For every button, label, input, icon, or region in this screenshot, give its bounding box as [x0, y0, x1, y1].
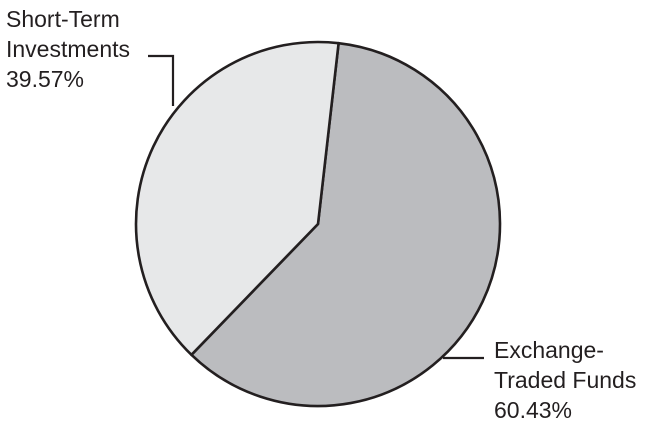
pie-slice-sti [134, 40, 340, 357]
label-short-term-investments-value: 39.57% [6, 66, 84, 92]
label-short-term-investments-line-1: Short-Term [6, 6, 120, 32]
label-exchange-traded-funds: Exchange- Traded Funds 60.43% [494, 337, 643, 423]
label-exchange-traded-funds-line-2: Traded Funds [494, 367, 636, 393]
label-short-term-investments-line-2: Investments [6, 36, 130, 62]
label-short-term-investments: Short-Term Investments 39.57% [6, 6, 136, 92]
label-exchange-traded-funds-value: 60.43% [494, 397, 572, 423]
leader-line-short-term-investments [148, 54, 175, 106]
pie-slices [134, 40, 502, 408]
label-exchange-traded-funds-line-1: Exchange- [494, 337, 604, 363]
pie-slice-etf [190, 41, 502, 408]
